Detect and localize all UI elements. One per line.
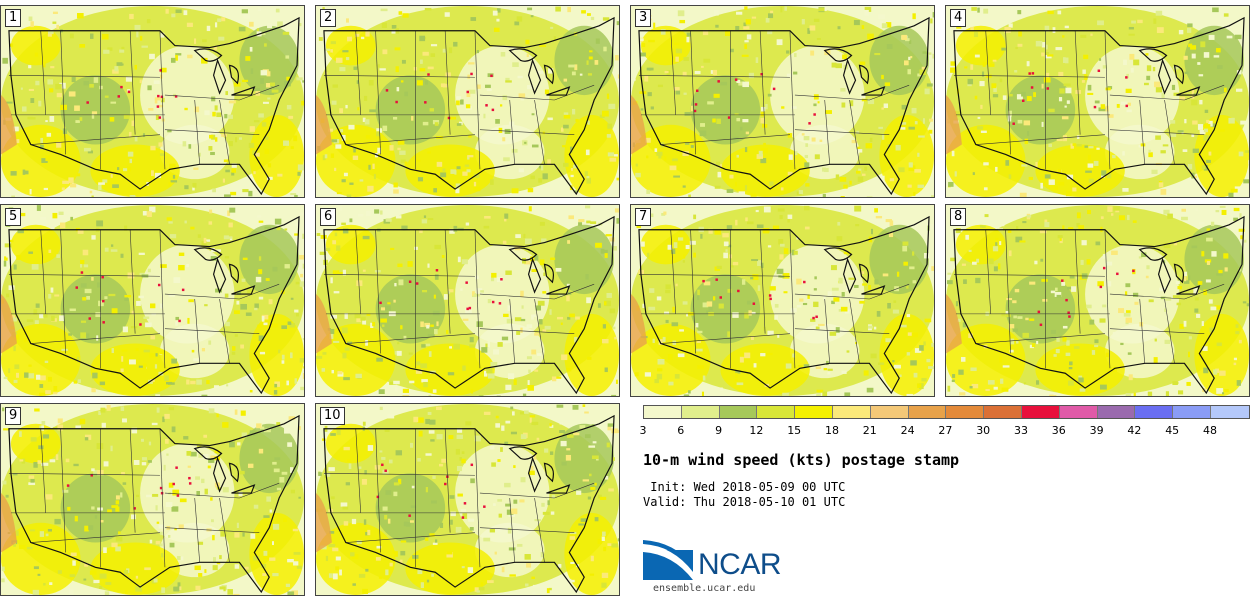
member-panel: 2	[315, 5, 620, 198]
wind-map	[631, 6, 934, 197]
colorbar-swatch	[1059, 406, 1098, 418]
member-panel: 7	[630, 204, 935, 397]
chart-title: 10-m wind speed (kts) postage stamp	[643, 451, 960, 469]
ncar-logo-icon	[643, 540, 693, 580]
colorbar-tick-label: 21	[862, 424, 877, 437]
colorbar-swatch	[1173, 406, 1211, 418]
wind-map	[316, 6, 619, 197]
colorbar-swatch	[681, 406, 720, 418]
colorbar-tick-label: 9	[715, 424, 723, 437]
colorbar-tick-label: 27	[938, 424, 953, 437]
member-number-label: 2	[320, 9, 337, 27]
colorbar-swatch	[1210, 406, 1249, 418]
member-panel: 8	[945, 204, 1250, 397]
member-number-label: 3	[635, 9, 652, 27]
member-number-label: 5	[5, 208, 22, 226]
colorbar-swatch	[719, 406, 758, 418]
colorbar-swatch	[908, 406, 947, 418]
colorbar-ticks: 3 6 9 12 15 18 21 24 27 30 33 36 39 42 45 48	[639, 424, 1249, 438]
colorbar-tick-label: 15	[787, 424, 802, 437]
init-time: Init: Wed 2018-05-09 00 UTC	[643, 480, 846, 494]
colorbar-swatch	[832, 406, 871, 418]
colorbar-tick-label: 30	[976, 424, 991, 437]
colorbar-tick-label: 6	[677, 424, 685, 437]
colorbar-swatch	[1021, 406, 1060, 418]
member-panel: 6	[315, 204, 620, 397]
member-number-label: 6	[320, 208, 337, 226]
colorbar-tick-label: 48	[1203, 424, 1217, 437]
wind-map	[1, 6, 304, 197]
wind-map	[631, 205, 934, 396]
colorbar-swatch	[946, 406, 985, 418]
colorbar-tick-label: 3	[639, 424, 647, 437]
colorbar-swatch	[870, 406, 909, 418]
member-panel: 3	[630, 5, 935, 198]
colorbar-swatch	[984, 406, 1022, 418]
member-panel: 10	[315, 403, 620, 596]
member-number-label: 4	[950, 9, 967, 27]
wind-map	[316, 205, 619, 396]
member-number-label: 1	[5, 9, 22, 27]
wind-map	[1, 205, 304, 396]
member-number-label: 10	[320, 407, 345, 425]
colorbar-swatch	[1135, 406, 1174, 418]
colorbar-tick-label: 39	[1089, 424, 1104, 437]
colorbar-swatch	[757, 406, 796, 418]
wind-map	[946, 6, 1249, 197]
colorbar-tick-label: 45	[1165, 424, 1180, 437]
ensemble-url: ensemble.ucar.edu	[653, 583, 756, 594]
member-panel: 9	[0, 403, 305, 596]
colorbar	[643, 405, 1250, 419]
colorbar-tick-label: 33	[1014, 424, 1028, 437]
colorbar-swatch	[795, 406, 833, 418]
member-panel: 4	[945, 5, 1250, 198]
colorbar-tick-label: 24	[900, 424, 915, 437]
colorbar-swatch	[1097, 406, 1136, 418]
member-panel: 5	[0, 204, 305, 397]
colorbar-tick-label: 18	[825, 424, 839, 437]
member-panel: 1	[0, 5, 305, 198]
colorbar-swatch	[644, 406, 682, 418]
ncar-logo-text: NCAR	[698, 548, 782, 581]
member-number-label: 7	[635, 208, 652, 226]
wind-map	[1, 404, 304, 595]
wind-map	[316, 404, 619, 595]
member-number-label: 8	[950, 208, 967, 226]
colorbar-tick-label: 36	[1051, 424, 1066, 437]
valid-time: Valid: Thu 2018-05-10 01 UTC	[643, 495, 846, 509]
colorbar-tick-label: 42	[1127, 424, 1142, 437]
colorbar-tick-label: 12	[749, 424, 764, 437]
member-number-label: 9	[5, 407, 22, 425]
wind-map	[946, 205, 1249, 396]
